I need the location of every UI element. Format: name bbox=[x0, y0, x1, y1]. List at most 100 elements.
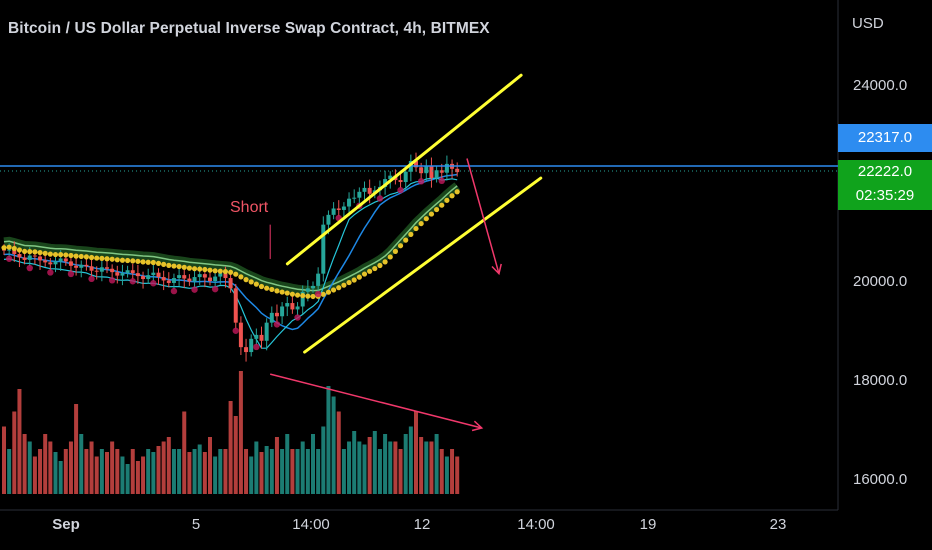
short-annotation[interactable]: Short bbox=[230, 199, 269, 216]
signal-marker bbox=[129, 278, 136, 285]
candle-body bbox=[254, 334, 259, 339]
volume-bar bbox=[398, 449, 403, 494]
signal-marker bbox=[273, 321, 281, 328]
volume-bar bbox=[326, 386, 331, 494]
trend-dot bbox=[212, 268, 218, 274]
volume-bar bbox=[300, 441, 305, 494]
volume-bar bbox=[161, 441, 166, 494]
volume-bars bbox=[2, 371, 460, 494]
alert-price-tag[interactable]: 22317.0 bbox=[838, 124, 932, 152]
candle-body bbox=[398, 180, 403, 183]
trend-dot bbox=[176, 263, 182, 270]
trend-dot bbox=[125, 257, 131, 264]
candle-body bbox=[388, 175, 393, 180]
volume-bar bbox=[362, 444, 367, 494]
candle-body bbox=[295, 306, 300, 310]
channel-lower-line bbox=[303, 176, 543, 354]
trend-dot bbox=[27, 249, 33, 255]
trend-dot bbox=[130, 258, 136, 264]
volume-bar bbox=[274, 437, 279, 494]
x-tick-12: 12 bbox=[413, 516, 431, 533]
trend-dot bbox=[88, 254, 95, 261]
candle-body bbox=[419, 167, 424, 174]
trend-dot bbox=[32, 249, 38, 255]
volume-bar bbox=[388, 441, 393, 494]
volume-bar bbox=[295, 449, 300, 494]
volume-bar bbox=[403, 434, 408, 494]
candle-body bbox=[161, 277, 166, 281]
volume-bar bbox=[84, 449, 89, 494]
volume-bar bbox=[429, 441, 434, 494]
trend-dot bbox=[320, 291, 326, 297]
trend-dot bbox=[94, 255, 100, 261]
candle-body bbox=[7, 249, 12, 251]
trend-dot bbox=[37, 249, 43, 256]
volume-bar bbox=[352, 431, 357, 494]
candle-body bbox=[424, 165, 429, 174]
candle-body bbox=[238, 322, 243, 348]
volume-bar bbox=[244, 449, 249, 494]
candle-body bbox=[68, 261, 73, 266]
trend-dot bbox=[140, 259, 146, 265]
volume-bar bbox=[125, 464, 130, 494]
volume-bar bbox=[115, 449, 120, 494]
x-tick-5: 5 bbox=[191, 516, 201, 533]
volume-bar bbox=[187, 452, 192, 494]
y-tick-18000: 18000.0 bbox=[853, 372, 908, 389]
candle-body bbox=[285, 303, 290, 307]
candle-body bbox=[53, 261, 58, 265]
volume-bar bbox=[455, 456, 460, 494]
signal-marker bbox=[108, 277, 116, 284]
trend-dot bbox=[171, 263, 177, 269]
trend-dot bbox=[16, 247, 23, 253]
volume-bar bbox=[177, 449, 182, 494]
volume-bar bbox=[38, 449, 43, 494]
candle-body bbox=[223, 273, 228, 279]
candle-body bbox=[249, 338, 254, 353]
trend-dot bbox=[186, 265, 192, 271]
trend-dot bbox=[1, 245, 7, 251]
candle-body bbox=[187, 278, 192, 282]
candle-body bbox=[94, 270, 99, 272]
x-tick-1400-b: 14:00 bbox=[517, 516, 555, 533]
candle-body bbox=[316, 273, 321, 286]
candle-body bbox=[259, 334, 264, 341]
candle-body bbox=[89, 266, 94, 271]
volume-bar bbox=[182, 411, 187, 494]
volume-bar bbox=[336, 411, 341, 494]
trend-dot bbox=[300, 293, 306, 299]
trend-dot bbox=[135, 258, 141, 264]
price-lines bbox=[0, 165, 838, 172]
candle-body bbox=[336, 208, 341, 210]
candle-body bbox=[141, 276, 146, 280]
candle-body bbox=[362, 187, 367, 192]
trend-dot bbox=[439, 202, 445, 208]
trend-dot bbox=[408, 231, 414, 237]
trend-dot bbox=[63, 252, 69, 258]
trend-dot bbox=[351, 277, 357, 283]
trend-dot bbox=[382, 259, 388, 265]
last-price-tag[interactable]: 22222.0 bbox=[838, 160, 932, 184]
volume-bar bbox=[347, 441, 352, 494]
volume-bar bbox=[27, 441, 32, 494]
trend-dot bbox=[274, 288, 280, 294]
volume-bar bbox=[439, 449, 444, 494]
y-tick-20000: 20000.0 bbox=[853, 273, 908, 290]
trend-dot bbox=[243, 277, 249, 283]
trend-dot bbox=[397, 243, 404, 249]
volume-bar bbox=[393, 441, 398, 494]
volume-bar bbox=[341, 449, 346, 494]
trend-dot bbox=[269, 286, 275, 293]
signal-marker bbox=[47, 269, 54, 276]
candle-body bbox=[347, 198, 352, 207]
volume-bar bbox=[99, 449, 104, 494]
trend-dot bbox=[233, 271, 239, 277]
candle-body bbox=[341, 206, 346, 210]
trend-dot bbox=[238, 274, 244, 280]
trend-dot bbox=[392, 248, 398, 254]
candle-body bbox=[166, 280, 171, 283]
volume-bar bbox=[331, 396, 336, 494]
volume-bar bbox=[259, 452, 264, 494]
